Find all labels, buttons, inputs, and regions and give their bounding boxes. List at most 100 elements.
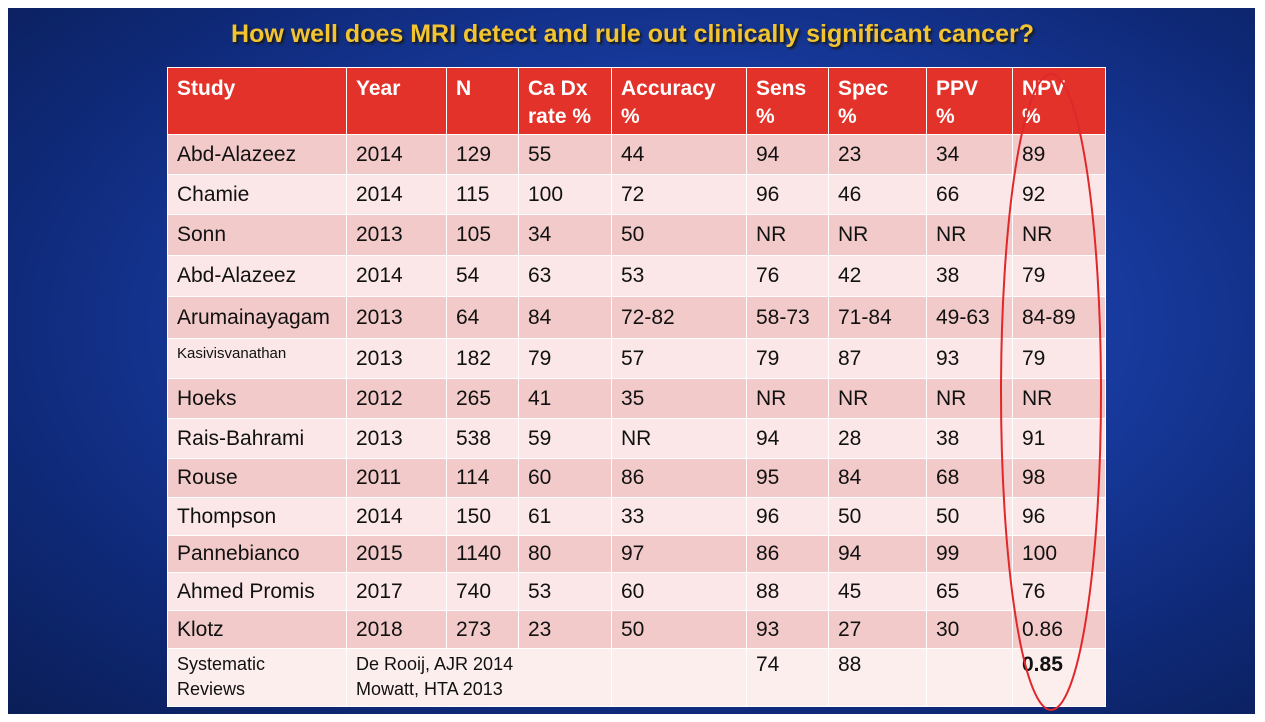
table-cell: 42 bbox=[828, 255, 927, 297]
table-cell: 38 bbox=[926, 418, 1013, 459]
table-cell: 45 bbox=[828, 572, 927, 611]
table-cell: NR bbox=[926, 378, 1013, 419]
highlight-ellipse bbox=[1000, 73, 1102, 711]
header-cell: Spec% bbox=[828, 67, 927, 135]
table-cell: Hoeks bbox=[167, 378, 347, 419]
cell-line: Ca Dx bbox=[528, 77, 588, 100]
table-cell: 79 bbox=[518, 338, 612, 379]
table-cell: 79 bbox=[1012, 338, 1106, 379]
table-cell: 2015 bbox=[346, 535, 447, 573]
table-row: Rouse 2011 114 60 86 95 84 68 98 bbox=[167, 458, 1106, 498]
table-cell: 86 bbox=[611, 458, 747, 498]
table-row: Pannebianco 2015 1140 80 97 86 94 99 100 bbox=[167, 535, 1106, 573]
table-cell: 74 bbox=[746, 648, 829, 707]
cell-line: % bbox=[936, 105, 955, 128]
table-cell: 100 bbox=[518, 174, 612, 215]
table-cell: NR bbox=[611, 418, 747, 459]
cell-line: % bbox=[838, 105, 857, 128]
table-cell: 59 bbox=[518, 418, 612, 459]
cell-line: Year bbox=[356, 77, 401, 100]
table-cell bbox=[926, 648, 1013, 707]
table-cell: 60 bbox=[518, 458, 612, 498]
table-row: Chamie 2014 115 100 72 96 46 66 92 bbox=[167, 174, 1106, 215]
table-cell: 2013 bbox=[346, 214, 447, 256]
table-cell: 2013 bbox=[346, 338, 447, 379]
cell-line: rate % bbox=[528, 105, 592, 128]
table-cell: 2013 bbox=[346, 418, 447, 459]
table-cell: NR bbox=[828, 214, 927, 256]
table-cell: Chamie bbox=[167, 174, 347, 215]
table-cell: 97 bbox=[611, 535, 747, 573]
table-cell: 80 bbox=[518, 535, 612, 573]
table-cell: 95 bbox=[746, 458, 829, 498]
table-cell: 2012 bbox=[346, 378, 447, 419]
cell-line: % bbox=[621, 105, 640, 128]
table-cell: 58-73 bbox=[746, 296, 829, 339]
table-cell: 150 bbox=[446, 497, 519, 536]
table-cell: NR bbox=[828, 378, 927, 419]
table-cell: 0.86 bbox=[1012, 610, 1106, 649]
table-cell: 2017 bbox=[346, 572, 447, 611]
table-cell: 61 bbox=[518, 497, 612, 536]
table-cell: NR bbox=[1012, 214, 1106, 256]
table-cell: 76 bbox=[746, 255, 829, 297]
table-cell: 94 bbox=[746, 134, 829, 175]
table-cell: 64 bbox=[446, 296, 519, 339]
table-cell: 740 bbox=[446, 572, 519, 611]
table-cell: 2014 bbox=[346, 174, 447, 215]
table-cell: 86 bbox=[746, 535, 829, 573]
table-cell: 49-63 bbox=[926, 296, 1013, 339]
table-cell: Thompson bbox=[167, 497, 347, 536]
table-cell: 100 bbox=[1012, 535, 1106, 573]
table-cell: 88 bbox=[828, 648, 927, 707]
table-cell: Rais-Bahrami bbox=[167, 418, 347, 459]
table-cell: 99 bbox=[926, 535, 1013, 573]
table-row: Ahmed Promis 2017 740 53 60 88 45 65 76 bbox=[167, 572, 1106, 611]
table-cell: 66 bbox=[926, 174, 1013, 215]
table-cell: 129 bbox=[446, 134, 519, 175]
table-cell: 84 bbox=[518, 296, 612, 339]
header-row: Study Year N Ca Dx rate % Accuracy% Sens% Spec%… bbox=[167, 67, 1106, 135]
table-cell: 34 bbox=[518, 214, 612, 256]
header-cell: Sens% bbox=[746, 67, 829, 135]
cell-line: PPV bbox=[936, 77, 979, 100]
cell-line: N bbox=[456, 77, 472, 100]
table-row: Hoeks 2012 265 41 35 NR NR NR NR bbox=[167, 378, 1106, 419]
table-row: Klotz 2018 273 23 50 93 27 30 0.86 bbox=[167, 610, 1106, 649]
table-cell: 114 bbox=[446, 458, 519, 498]
table-cell: 94 bbox=[746, 418, 829, 459]
table-cell: Abd-Alazeez bbox=[167, 255, 347, 297]
table-cell: Rouse bbox=[167, 458, 347, 498]
table-cell: 27 bbox=[828, 610, 927, 649]
table-cell: 87 bbox=[828, 338, 927, 379]
header-cell: PPV% bbox=[926, 67, 1013, 135]
table-row: Abd-Alazeez 2014 129 55 44 94 23 34 89 bbox=[167, 134, 1106, 175]
table-cell: 28 bbox=[828, 418, 927, 459]
table-cell: 65 bbox=[926, 572, 1013, 611]
cell-line: De Rooij, AJR 2014 bbox=[356, 654, 514, 674]
table-cell: NR bbox=[746, 378, 829, 419]
table-cell: 84 bbox=[828, 458, 927, 498]
table-cell: Ahmed Promis bbox=[167, 572, 347, 611]
table-cell bbox=[611, 648, 747, 707]
cell-line: Sens bbox=[756, 77, 807, 100]
table-cell: 96 bbox=[746, 497, 829, 536]
footer-study: Systematic Reviews bbox=[167, 648, 347, 707]
table-cell: 2011 bbox=[346, 458, 447, 498]
table-cell: 50 bbox=[828, 497, 927, 536]
cell-line: Reviews bbox=[177, 679, 246, 699]
table-row: Rais-Bahrami 2013 538 59 NR 94 28 38 91 bbox=[167, 418, 1106, 459]
table-cell: 79 bbox=[746, 338, 829, 379]
table-cell: 84-89 bbox=[1012, 296, 1106, 339]
table-row: Kasivisvanathan 2013 182 79 57 79 87 93 79 bbox=[167, 338, 1106, 379]
cell-line: Mowatt, HTA 2013 bbox=[356, 679, 503, 699]
table-cell: 96 bbox=[1012, 497, 1106, 536]
table-cell: 2018 bbox=[346, 610, 447, 649]
table-cell: 76 bbox=[1012, 572, 1106, 611]
table-cell: 38 bbox=[926, 255, 1013, 297]
table-cell: Pannebianco bbox=[167, 535, 347, 573]
table-row: Thompson 2014 150 61 33 96 50 50 96 bbox=[167, 497, 1106, 536]
table-cell: 72-82 bbox=[611, 296, 747, 339]
cell-line: Accuracy bbox=[621, 77, 716, 100]
table-cell: 46 bbox=[828, 174, 927, 215]
